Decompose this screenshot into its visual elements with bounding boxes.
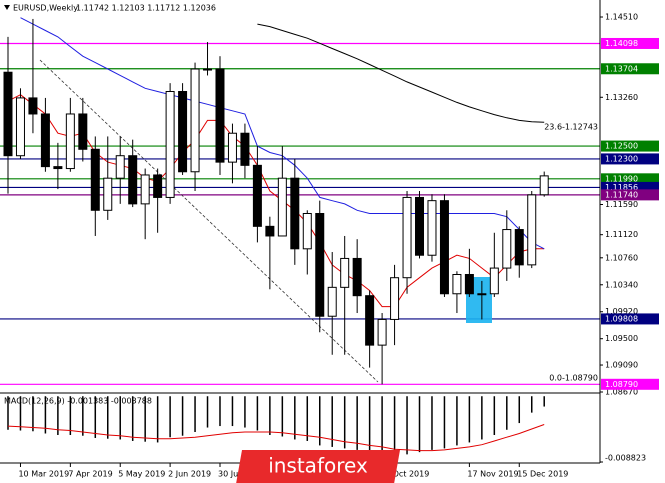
candle-body (489, 267, 499, 295)
candle-body (415, 196, 425, 256)
x-tick-label: 10 Mar 2019 (18, 470, 69, 479)
header-icon (4, 5, 10, 10)
fibo-label: 23.6-1.12743 (544, 123, 598, 132)
candle-body (128, 155, 138, 205)
y-tick-label: 1.11120 (605, 230, 638, 239)
level-label: 1.12300 (605, 154, 638, 163)
candle-body (427, 200, 437, 256)
y-tick-label: 1.09920 (605, 307, 638, 316)
level-label: 1.13704 (605, 64, 638, 73)
candle-body (377, 318, 387, 346)
candle-body (115, 155, 125, 179)
y-tick-label: 1.14510 (605, 13, 638, 22)
level-label-box (601, 140, 659, 152)
candle-body (40, 113, 50, 168)
candle-body (178, 90, 188, 173)
candle-body (514, 229, 524, 266)
candle-body (464, 273, 474, 295)
candle-body (240, 132, 250, 166)
candle-body (340, 257, 350, 288)
level-label-box (601, 378, 659, 390)
x-tick-label: 2 Jun 2019 (168, 470, 211, 479)
candle-body (78, 113, 88, 150)
level-label-box (601, 181, 659, 193)
macd-tick-label: -0.008823 (605, 454, 646, 463)
x-tick-label: 7 Apr 2019 (68, 470, 112, 479)
candle-body (539, 175, 549, 196)
level-label-box (601, 37, 659, 49)
y-tick-label: 1.11590 (605, 200, 638, 209)
candle-body (65, 113, 75, 170)
level-label-box (601, 313, 659, 325)
y-tick-label: 1.08670 (605, 388, 638, 397)
x-tick-label: 15 Dec 2019 (517, 470, 568, 479)
candle-body (203, 68, 213, 71)
candle-body (28, 97, 38, 115)
candle-body (190, 68, 200, 173)
macd-label: MACD(12,26,9) -0.001383 -0.003788 (4, 397, 152, 406)
x-tick-label: Oct 2019 (393, 470, 430, 479)
candle-body (277, 177, 287, 237)
candle-body (15, 97, 25, 157)
y-tick-label: 1.09500 (605, 334, 638, 343)
quote: 1.11742 1.12103 1.11712 1.12036 (76, 4, 216, 13)
candle-body (439, 200, 449, 295)
candle-body (327, 286, 337, 317)
candle-body (153, 174, 163, 198)
macd-signal (7, 424, 545, 452)
trend-line (39, 59, 379, 383)
indicator-line (257, 23, 545, 123)
candle-body (265, 225, 275, 237)
candle-body (165, 90, 175, 198)
y-tick-label: 1.09090 (605, 361, 638, 370)
level-label: 1.11740 (605, 190, 638, 199)
candle-body (140, 174, 150, 205)
x-tick-label: 17 Nov 2019 (467, 470, 518, 479)
watermark-box (236, 450, 400, 483)
level-label: 1.11856 (605, 183, 638, 192)
candle-body (215, 68, 225, 163)
candle-body (252, 164, 262, 227)
candle-body (527, 194, 537, 266)
level-label: 1.09808 (605, 314, 638, 323)
watermark: instaforex (268, 454, 368, 478)
fibo-label: 0.0-1.08790 (549, 374, 598, 383)
candle-body (302, 212, 312, 250)
y-tick-label: 1.10760 (605, 253, 638, 262)
candle-body (53, 166, 63, 170)
level-label: 1.08790 (605, 380, 638, 389)
level-label-box (601, 173, 659, 185)
candle-body (477, 293, 487, 296)
level-label: 1.12500 (605, 142, 638, 151)
candle-body (402, 196, 412, 279)
level-label-box (601, 63, 659, 75)
candle-body (290, 177, 300, 250)
x-tick-label: 5 May 2019 (118, 470, 165, 479)
candle-body (315, 212, 325, 317)
symbol-title: EURUSD,Weekly (13, 4, 78, 13)
candle-body (103, 177, 113, 211)
y-tick-label: 1.13260 (605, 93, 638, 102)
marks (3, 17, 549, 457)
candle-body (352, 257, 362, 297)
candle-body (3, 71, 13, 157)
candle-body (452, 273, 462, 295)
level-label-box (601, 153, 659, 165)
level-label-box (601, 189, 659, 201)
candle-body (502, 229, 512, 269)
candle-body (90, 148, 100, 211)
level-label: 1.11990 (605, 174, 638, 183)
candle-body (227, 132, 237, 163)
y-tick-label: 1.10340 (605, 280, 638, 289)
candle-body (365, 295, 375, 346)
candle-body (390, 277, 400, 320)
level-label: 1.14098 (605, 39, 638, 48)
